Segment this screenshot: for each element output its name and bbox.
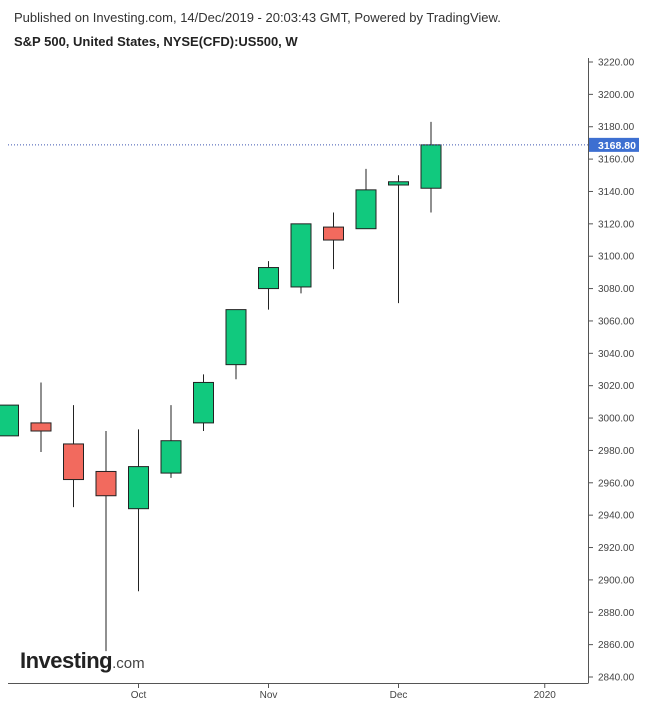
candle (128, 429, 149, 592)
y-tick-label: 2900.00 (598, 575, 635, 586)
y-tick-label: 3020.00 (598, 381, 635, 392)
candle-body (355, 189, 377, 230)
y-tick-label: 3000.00 (598, 414, 635, 425)
y-tick-label: 2960.00 (598, 478, 635, 489)
candle-body (160, 440, 182, 474)
chart-title: S&P 500, United States, NYSE(CFD):US500,… (14, 34, 298, 49)
y-tick-label: 2880.00 (598, 608, 635, 619)
candle-body (420, 144, 442, 189)
candle (323, 212, 344, 270)
candle-body (193, 381, 214, 424)
last-price-badge-bg (589, 137, 639, 152)
investing-logo: Investing.com (20, 648, 145, 674)
y-tick-label: 3140.00 (598, 187, 635, 198)
candle (225, 309, 247, 380)
candle (388, 175, 409, 304)
x-tick-label: 2020 (534, 690, 557, 701)
candle-body (290, 223, 312, 288)
y-tick-label: 2860.00 (598, 640, 635, 651)
y-tick-label: 3200.00 (598, 90, 635, 101)
candle-body (258, 267, 279, 290)
candle (355, 168, 377, 230)
candle (160, 405, 182, 478)
candle-body (95, 470, 117, 497)
candle-body (323, 226, 344, 241)
candle (0, 404, 19, 437)
candle-body (128, 466, 149, 510)
y-tick-label: 3080.00 (598, 284, 635, 295)
candle-body (30, 422, 52, 432)
candle-body (388, 181, 409, 186)
candle (63, 405, 84, 508)
candle-body (0, 404, 19, 437)
y-tick-label: 2840.00 (598, 673, 635, 684)
logo-main: Investing (20, 648, 113, 673)
candle (290, 223, 312, 294)
candle (258, 261, 279, 310)
y-tick-label: 3040.00 (598, 349, 635, 360)
x-axis-ticks: Oct Nov Dec 2020 (131, 683, 557, 701)
y-tick-label: 2940.00 (598, 511, 635, 522)
x-tick-label: Nov (260, 690, 278, 701)
y-tick-label: 3100.00 (598, 252, 635, 263)
y-tick-label: 3180.00 (598, 122, 635, 133)
candle-body (225, 309, 247, 366)
y-tick-label: 3220.00 (598, 58, 635, 69)
last-price-badge: 3168.80 (589, 137, 639, 152)
published-caption: Published on Investing.com, 14/Dec/2019 … (14, 10, 501, 25)
candle (95, 431, 117, 652)
candle (30, 382, 52, 453)
y-tick-label: 3060.00 (598, 316, 635, 327)
candles-layer (0, 121, 442, 652)
y-tick-label: 3160.00 (598, 155, 635, 166)
x-tick-label: Oct (131, 690, 147, 701)
last-price-label: 3168.80 (598, 140, 636, 152)
x-tick-label: Dec (390, 690, 408, 701)
y-tick-label: 2920.00 (598, 543, 635, 554)
y-tick-label: 3120.00 (598, 219, 635, 230)
candle (193, 374, 214, 431)
y-tick-label: 2980.00 (598, 446, 635, 457)
candle (420, 121, 442, 213)
candle-body (63, 443, 84, 481)
y-axis-ticks: 2840.00 2860.00 2880.00 2900.00 2920.00 2940.… (588, 58, 635, 684)
logo-suffix: .com (112, 655, 145, 672)
